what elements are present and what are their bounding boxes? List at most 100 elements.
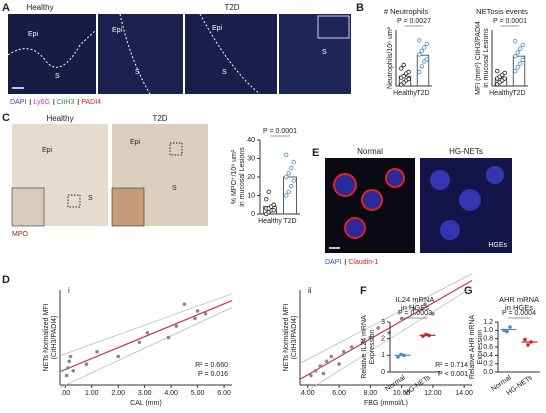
point [289,165,294,170]
point [515,65,520,70]
image-title: T2D [152,114,167,123]
x-tick-label: T2D [283,218,296,225]
point [68,354,73,359]
region-label: Epi [28,31,39,38]
y-tick-label: 10 [247,192,255,199]
point [264,196,269,202]
stain-label: CitH3 [57,99,75,106]
point [495,68,500,74]
p-value: P = 0.0001 [493,18,527,25]
region-label: S [88,195,93,202]
micrograph [8,14,96,94]
stain-label: MPO [12,231,29,238]
point [271,208,276,213]
x-axis-label: CAL (mm) [130,400,162,407]
cell [440,220,460,240]
x-tick-label: .00 [60,390,70,397]
region-label: Epi [112,27,123,34]
point [401,73,406,79]
point [399,352,403,357]
y-tick-label: 0.6 [483,344,493,351]
stain-legend: DAPI Ly6G CitH3 PADI4 [10,99,101,106]
confidence-line [299,287,473,396]
point [424,332,428,337]
p-value: P = 0.0001 [263,128,297,135]
y-tick-label: 40 [247,137,255,144]
point [526,343,530,347]
panel-e-images: Normal HG-NETs HGEs [325,147,512,253]
y-tick-label: 30 [247,155,255,162]
annotation: R² = 0.660 [195,362,228,369]
point [417,38,422,43]
point [423,302,427,307]
point [406,76,411,82]
stain-label: PADI4 [81,99,101,106]
panel-label: C [2,112,10,124]
point [321,371,326,376]
point [137,340,142,345]
image-title: Normal [357,147,383,156]
point [417,69,422,75]
x-tick-label: Healthy [489,90,513,97]
point [116,354,121,359]
image-title: Healthy [26,3,53,12]
y-axis-label: Expression [477,330,484,365]
x-tick-label: Healthy [393,90,417,97]
x-tick-label: 4.00 [164,390,178,397]
point [406,69,411,75]
point [412,307,416,311]
point [337,362,341,366]
micrograph [279,14,351,94]
image-title: HG-NETs [449,147,483,156]
boundary [199,13,261,95]
region-label: Epi [212,25,223,32]
sub-label: i [68,286,70,295]
point [291,159,296,165]
y-tick-label: 3 [381,319,385,326]
image-title: T2D [224,3,239,12]
point [399,316,404,321]
point [424,41,429,47]
confidence-line [59,293,233,356]
bar [283,176,297,215]
point [284,193,289,198]
y-axis-label: Expression [369,330,376,365]
point [520,42,525,48]
point [95,349,99,354]
region-label: Epi [130,139,141,146]
cell [486,166,504,184]
point [329,354,334,359]
point [505,329,509,334]
point [502,70,507,76]
point [360,340,365,345]
point [523,337,527,342]
y-tick-label: 1.0 [483,327,493,334]
point [515,50,520,55]
point [431,311,435,316]
micrograph [98,14,183,94]
x-axis-label: FBG (mmol/L) [364,400,408,407]
y-tick-label: 1.2 [483,319,493,326]
y-axis-label: (CitH3/PADI4) [51,316,58,360]
y-axis-label: in mucosal Lesions [483,28,490,88]
cell [459,189,481,211]
chart-title: in HGEs [505,303,533,312]
bar [416,54,430,87]
point [67,359,72,364]
point [508,325,512,329]
panel-label: A [2,2,10,14]
point [349,345,354,349]
annotation: P < 0.001 [438,371,468,378]
y-tick-label: 0 [381,369,385,376]
point [166,335,171,340]
point [513,68,518,74]
y-axis-label: % MPO⁺/10⁶ um² [231,149,238,204]
confidence-line [59,307,233,388]
point [421,334,425,338]
point [419,64,424,69]
point [399,66,404,71]
point [419,48,424,54]
panel-label: E [312,147,319,159]
